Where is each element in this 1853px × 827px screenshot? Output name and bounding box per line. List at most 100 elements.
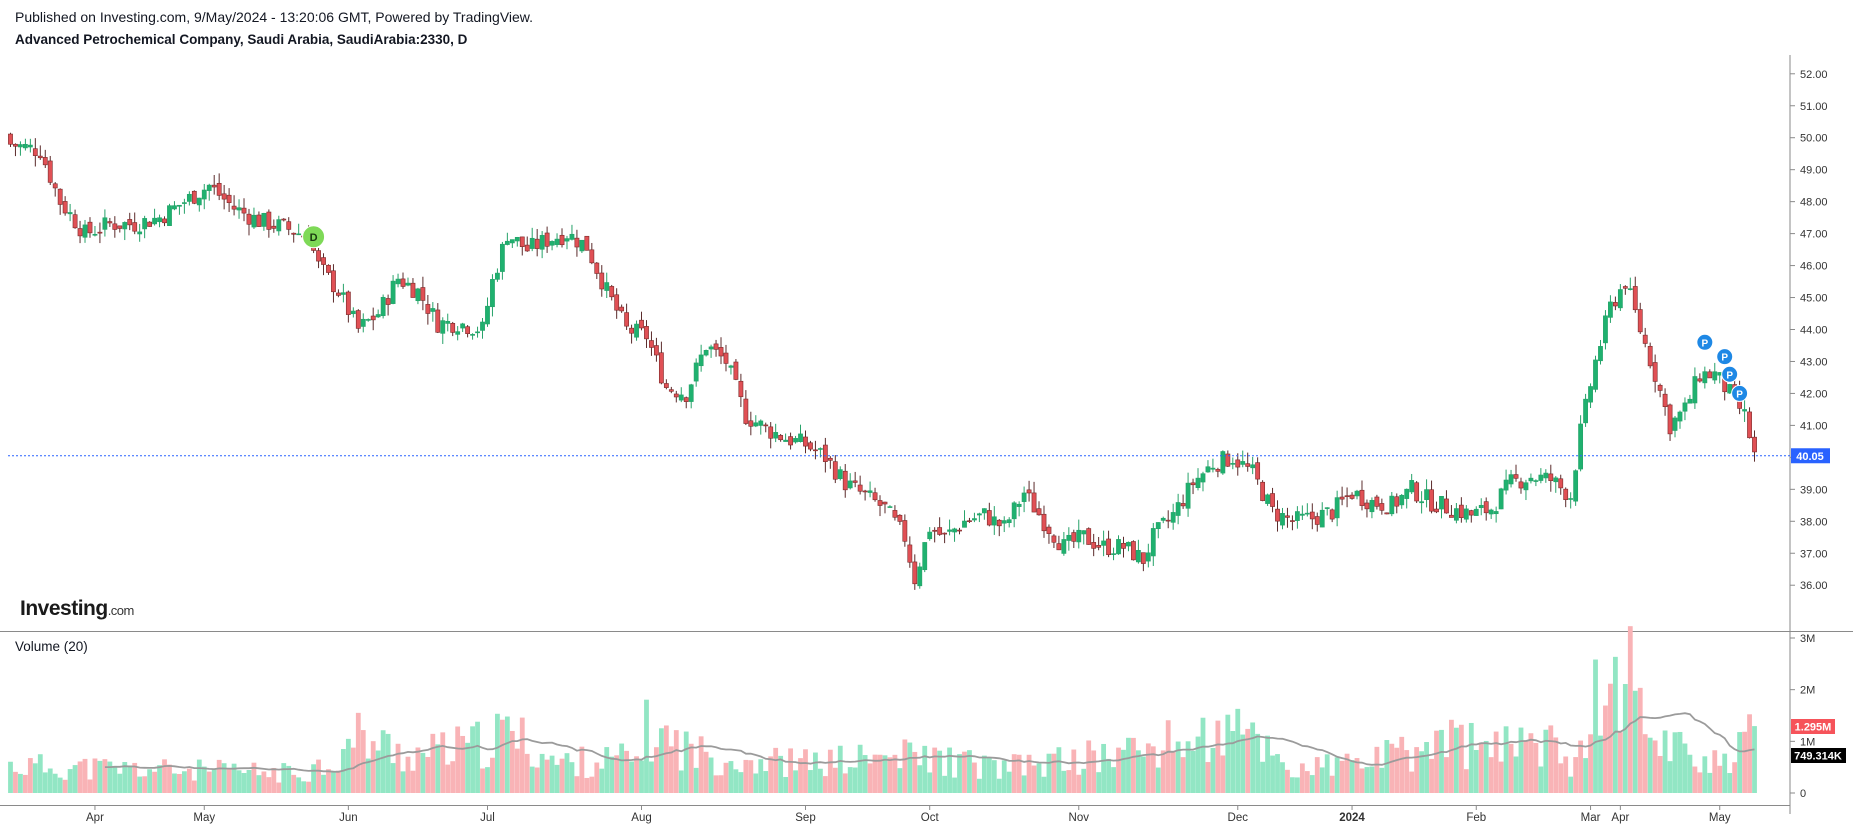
volume-bar — [728, 761, 734, 793]
volume-bar — [1121, 749, 1126, 793]
volume-bar — [1235, 708, 1241, 793]
candle — [1593, 355, 1598, 393]
candle-body — [480, 321, 485, 331]
time-axis: Apr May Jun Jul Aug Sep Oct Nov Dec 2024 Feb Mar Apr… — [86, 805, 1731, 824]
candle-body — [847, 480, 853, 489]
volume-bar — [1742, 731, 1747, 793]
candle — [1145, 543, 1151, 568]
volume-bar — [1319, 767, 1325, 793]
event-marker-circle — [1731, 384, 1749, 402]
volume-bar — [67, 769, 73, 793]
candle — [753, 415, 759, 428]
candle-body — [1414, 482, 1420, 502]
candle-body — [1667, 404, 1673, 435]
candle — [803, 430, 808, 454]
candle — [688, 383, 694, 409]
candle — [1270, 487, 1275, 513]
volume-bar — [698, 736, 704, 793]
price-tick-label: 38.00 — [1800, 516, 1828, 528]
candle-body — [748, 420, 754, 427]
candle-body — [813, 449, 818, 452]
candle-body — [490, 279, 495, 308]
candle — [67, 203, 73, 222]
volume-bar — [261, 771, 267, 793]
candle — [574, 229, 580, 257]
candle — [261, 212, 267, 231]
candle-body — [1553, 477, 1559, 483]
candle-body — [32, 148, 38, 156]
volume-bar — [539, 753, 545, 793]
candle — [1076, 519, 1082, 549]
candle-body — [196, 197, 202, 206]
volume-bar — [847, 767, 853, 793]
published-notice: Published on Investing.com, 9/May/2024 -… — [15, 9, 534, 25]
candle-body — [1225, 453, 1231, 467]
candle-body — [703, 350, 709, 356]
volume-bar — [574, 776, 580, 793]
candle — [1632, 276, 1638, 313]
candle — [1468, 509, 1474, 523]
candle-body — [534, 238, 540, 249]
volume-study-label: Volume (20) — [15, 639, 88, 654]
volume-bar — [1116, 747, 1121, 793]
candle — [897, 514, 903, 525]
candle — [1523, 479, 1529, 501]
candle-body — [1513, 474, 1519, 479]
candle — [1707, 369, 1713, 379]
candle-body — [181, 202, 187, 204]
volume-bar — [1260, 761, 1266, 793]
volume-bar — [271, 767, 277, 793]
candle — [912, 554, 918, 590]
candle — [584, 235, 590, 251]
candle-body — [1508, 474, 1514, 485]
candle-body — [117, 225, 123, 229]
volume-bar — [1578, 740, 1584, 793]
candle — [1493, 506, 1499, 523]
candle — [122, 221, 128, 241]
volume-bar — [1603, 705, 1608, 793]
candle-body — [927, 531, 933, 540]
candle-body — [663, 383, 669, 388]
candle-body — [882, 501, 888, 505]
candle-body — [708, 346, 714, 350]
volume-bar — [1041, 776, 1047, 793]
investing-logo: Investing.com — [20, 597, 134, 620]
volume-bar — [678, 770, 684, 793]
volume-bar — [1468, 722, 1474, 793]
candle-body — [1752, 436, 1757, 453]
volume-bar — [27, 758, 33, 793]
candle-body — [1245, 463, 1251, 467]
time-tick-label: Feb — [1466, 812, 1486, 824]
candle-body — [206, 184, 212, 191]
candle — [465, 325, 471, 338]
candle-body — [1473, 508, 1479, 516]
volume-bar — [1285, 769, 1290, 793]
candle-body — [226, 194, 232, 203]
candle — [589, 242, 595, 265]
candle — [1662, 388, 1668, 416]
volume-bar — [534, 767, 540, 793]
volume-bar — [842, 773, 848, 793]
candle — [410, 278, 416, 298]
candle — [211, 174, 217, 195]
candle — [430, 302, 436, 322]
candle — [1041, 505, 1047, 538]
candle-body — [296, 233, 302, 236]
candle-body — [8, 133, 13, 145]
candle-body — [683, 397, 689, 402]
candle — [1086, 527, 1092, 545]
svg-text:1.295M: 1.295M — [1795, 722, 1832, 734]
candle — [191, 190, 197, 205]
candle — [400, 272, 406, 289]
candle — [390, 275, 396, 305]
candle-body — [544, 232, 550, 247]
candle — [420, 276, 426, 311]
volume-bar — [321, 774, 326, 793]
candle-body — [1612, 302, 1618, 307]
candle — [1478, 498, 1484, 516]
candle — [1056, 535, 1062, 551]
volume-bar — [1314, 757, 1320, 793]
candle-body — [728, 365, 734, 368]
event-marker-label: D — [310, 232, 318, 244]
